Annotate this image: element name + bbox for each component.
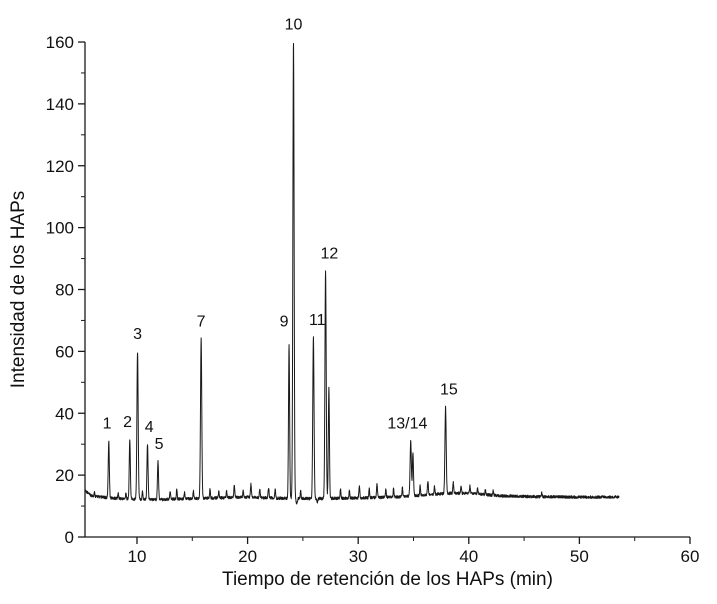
y-axis-label: Intensidad de los HAPs	[8, 191, 29, 389]
peak-label-5: 5	[155, 436, 164, 453]
peak-label-9: 9	[280, 314, 289, 331]
x-tick-label: 20	[238, 547, 257, 566]
x-tick-label: 40	[459, 547, 478, 566]
peak-label-13-14: 13/14	[387, 416, 427, 433]
y-tick-label: 0	[65, 528, 74, 547]
y-tick-label: 40	[55, 404, 74, 423]
signal-trace	[84, 42, 620, 505]
peak-label-12: 12	[321, 246, 339, 263]
y-tick-label: 160	[46, 33, 74, 52]
y-tick-label: 20	[55, 466, 74, 485]
peak-label-7: 7	[197, 314, 206, 331]
y-tick-label: 140	[46, 95, 74, 114]
x-tick-label: 50	[570, 547, 589, 566]
y-tick-label: 100	[46, 219, 74, 238]
peak-label-4: 4	[145, 419, 154, 436]
x-tick-label: 60	[681, 547, 700, 566]
peak-label-15: 15	[440, 382, 458, 399]
y-tick-label: 80	[55, 281, 74, 300]
peak-label-10: 10	[285, 17, 303, 34]
y-tick-label: 120	[46, 157, 74, 176]
x-tick-label: 30	[349, 547, 368, 566]
x-axis-label: Tiempo de retención de los HAPs (min)	[222, 569, 553, 590]
peak-label-11: 11	[309, 312, 326, 329]
peak-label-1: 1	[103, 416, 112, 433]
peak-label-3: 3	[133, 326, 142, 343]
x-tick-label: 10	[128, 547, 147, 566]
peak-label-2: 2	[123, 414, 132, 431]
axes: 10 20 30 40 50 60 0 20 40 60 80 100 120 140 160	[46, 33, 700, 566]
y-tick-label: 60	[55, 342, 74, 361]
